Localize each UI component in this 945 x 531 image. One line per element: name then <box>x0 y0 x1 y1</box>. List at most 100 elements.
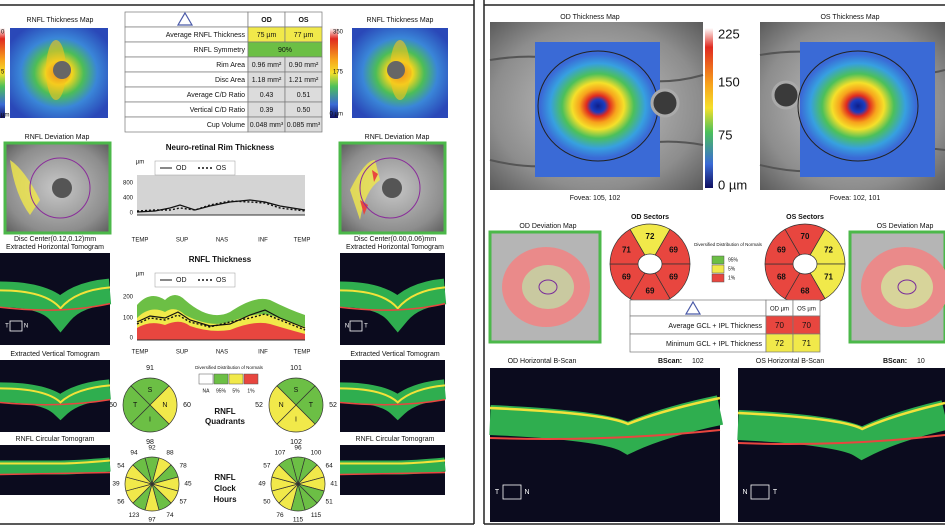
rnfl-deviation-map <box>350 160 380 220</box>
quadrants-title: RNFL <box>214 407 235 416</box>
legend-label: 5% <box>728 266 736 272</box>
rim-chart-plot <box>136 200 306 212</box>
sector-value: 69 <box>622 273 631 282</box>
table-header: OS <box>298 17 308 24</box>
rnfl-thickness-map <box>53 61 71 79</box>
vertical-tomogram <box>339 384 446 404</box>
horizontal-tomogram <box>339 286 446 310</box>
x-tick-label: INF <box>258 350 268 356</box>
quadrant-sector <box>130 377 170 406</box>
warning-icon <box>176 11 194 26</box>
circular-tomogram <box>340 457 446 475</box>
table-value: 0.51 <box>297 92 311 99</box>
clock-value: 115 <box>293 517 304 524</box>
quadrant-sector <box>130 404 170 433</box>
clock-value: 64 <box>326 463 334 470</box>
table-value: 71 <box>802 339 811 348</box>
scale-label: 175 <box>333 70 344 76</box>
clock-value: 50 <box>263 499 271 506</box>
clock-title: Hours <box>213 495 237 504</box>
clock-value: 39 <box>112 481 120 488</box>
table-value: 1.21 mm² <box>289 77 319 84</box>
clock-value: 96 <box>294 445 302 452</box>
clock-value: 100 <box>311 450 322 457</box>
gcl-deviation-map <box>538 279 558 295</box>
direction-box <box>349 320 363 332</box>
clock-value: 41 <box>330 481 338 488</box>
table-value: 0.43 <box>260 92 274 99</box>
y-tick-label: 200 <box>123 295 134 301</box>
table-value: 0.50 <box>297 107 311 114</box>
rnfl-chart-plot <box>136 313 306 331</box>
sectors-title: OD Sectors <box>631 214 669 221</box>
sector-value: 69 <box>669 273 678 282</box>
legend-box <box>154 272 236 288</box>
tomogram-title: Extracted Horizontal Tomogram <box>346 244 444 251</box>
clock-value: 97 <box>148 517 156 524</box>
y-tick-label: 0 <box>130 211 134 217</box>
clock-value: 107 <box>275 450 286 457</box>
bscan-title: OD Horizontal B-Scan <box>508 358 577 365</box>
rnfl-chart-plot <box>137 321 305 340</box>
os-thickness-map <box>759 22 945 190</box>
quadrant-letter: N <box>162 402 167 409</box>
axis-unit: µm <box>136 272 144 278</box>
direction-box <box>750 484 770 500</box>
direction-label: T <box>495 489 500 496</box>
os-thickness-map <box>800 54 916 158</box>
sector-center <box>792 253 818 275</box>
quadrant-sector <box>276 377 316 406</box>
vertical-tomogram <box>339 398 446 406</box>
horizontal-tomogram <box>0 278 112 333</box>
clock-value: 56 <box>117 499 125 506</box>
clock-value: 74 <box>166 512 174 519</box>
thickness-scale <box>705 28 713 188</box>
sector-value: 68 <box>777 273 786 282</box>
disc-center: Disc Center(0.12,0.12)mm <box>14 236 96 243</box>
direction-label: N <box>742 489 747 496</box>
vertical-tomogram <box>0 398 111 406</box>
direction-label: N <box>24 324 28 330</box>
table-label: Vertical C/D Ratio <box>190 107 245 114</box>
rim-chart-plot <box>137 175 305 215</box>
table-label: RNFL Symmetry <box>194 47 246 54</box>
scale-label: 150 <box>718 74 740 89</box>
rnfl-deviation-map <box>359 157 421 219</box>
rnfl-deviation-map <box>52 178 72 198</box>
clock-sector <box>278 457 299 486</box>
rim-chart-plot <box>136 199 306 213</box>
legend-swatch <box>711 264 725 274</box>
sector-value: 69 <box>777 246 786 255</box>
sector-value: 70 <box>801 232 810 241</box>
rnfl-deviation-map <box>29 157 91 219</box>
tomogram-title: Extracted Horizontal Tomogram <box>6 244 104 251</box>
direction-label: N <box>345 324 349 330</box>
rnfl-thickness-map <box>0 28 5 118</box>
x-tick-label: TEMP <box>132 350 149 356</box>
rnfl-thickness-map <box>330 28 338 118</box>
quadrant-value: 91 <box>146 365 154 372</box>
clock-sector <box>132 457 153 486</box>
clock-value: 92 <box>148 445 156 452</box>
table-cell <box>284 116 323 133</box>
table-value: 0.96 mm² <box>252 62 282 69</box>
sector <box>764 228 806 265</box>
clock-value: 49 <box>258 481 266 488</box>
scale-label: 350 <box>333 30 344 36</box>
clock-value: 78 <box>180 463 188 470</box>
chart-title: Neuro-retinal Rim Thickness <box>166 143 275 152</box>
legend-label: 1% <box>728 275 736 281</box>
table-value: 0.90 mm² <box>289 62 319 69</box>
legend-label: NA <box>203 388 211 394</box>
quadrants-title: Quadrants <box>205 417 246 426</box>
chart-title: RNFL Thickness <box>189 255 252 264</box>
horizontal-tomogram <box>0 302 111 311</box>
vertical-tomogram <box>339 379 447 421</box>
bscan-title: OS Horizontal B-Scan <box>756 358 825 365</box>
map-title: RNFL Thickness Map <box>27 17 94 24</box>
quadrant-value: 98 <box>146 439 154 446</box>
direction-label: T <box>5 324 9 330</box>
quadrant-value: 101 <box>290 365 302 372</box>
circular-tomogram <box>339 471 446 476</box>
